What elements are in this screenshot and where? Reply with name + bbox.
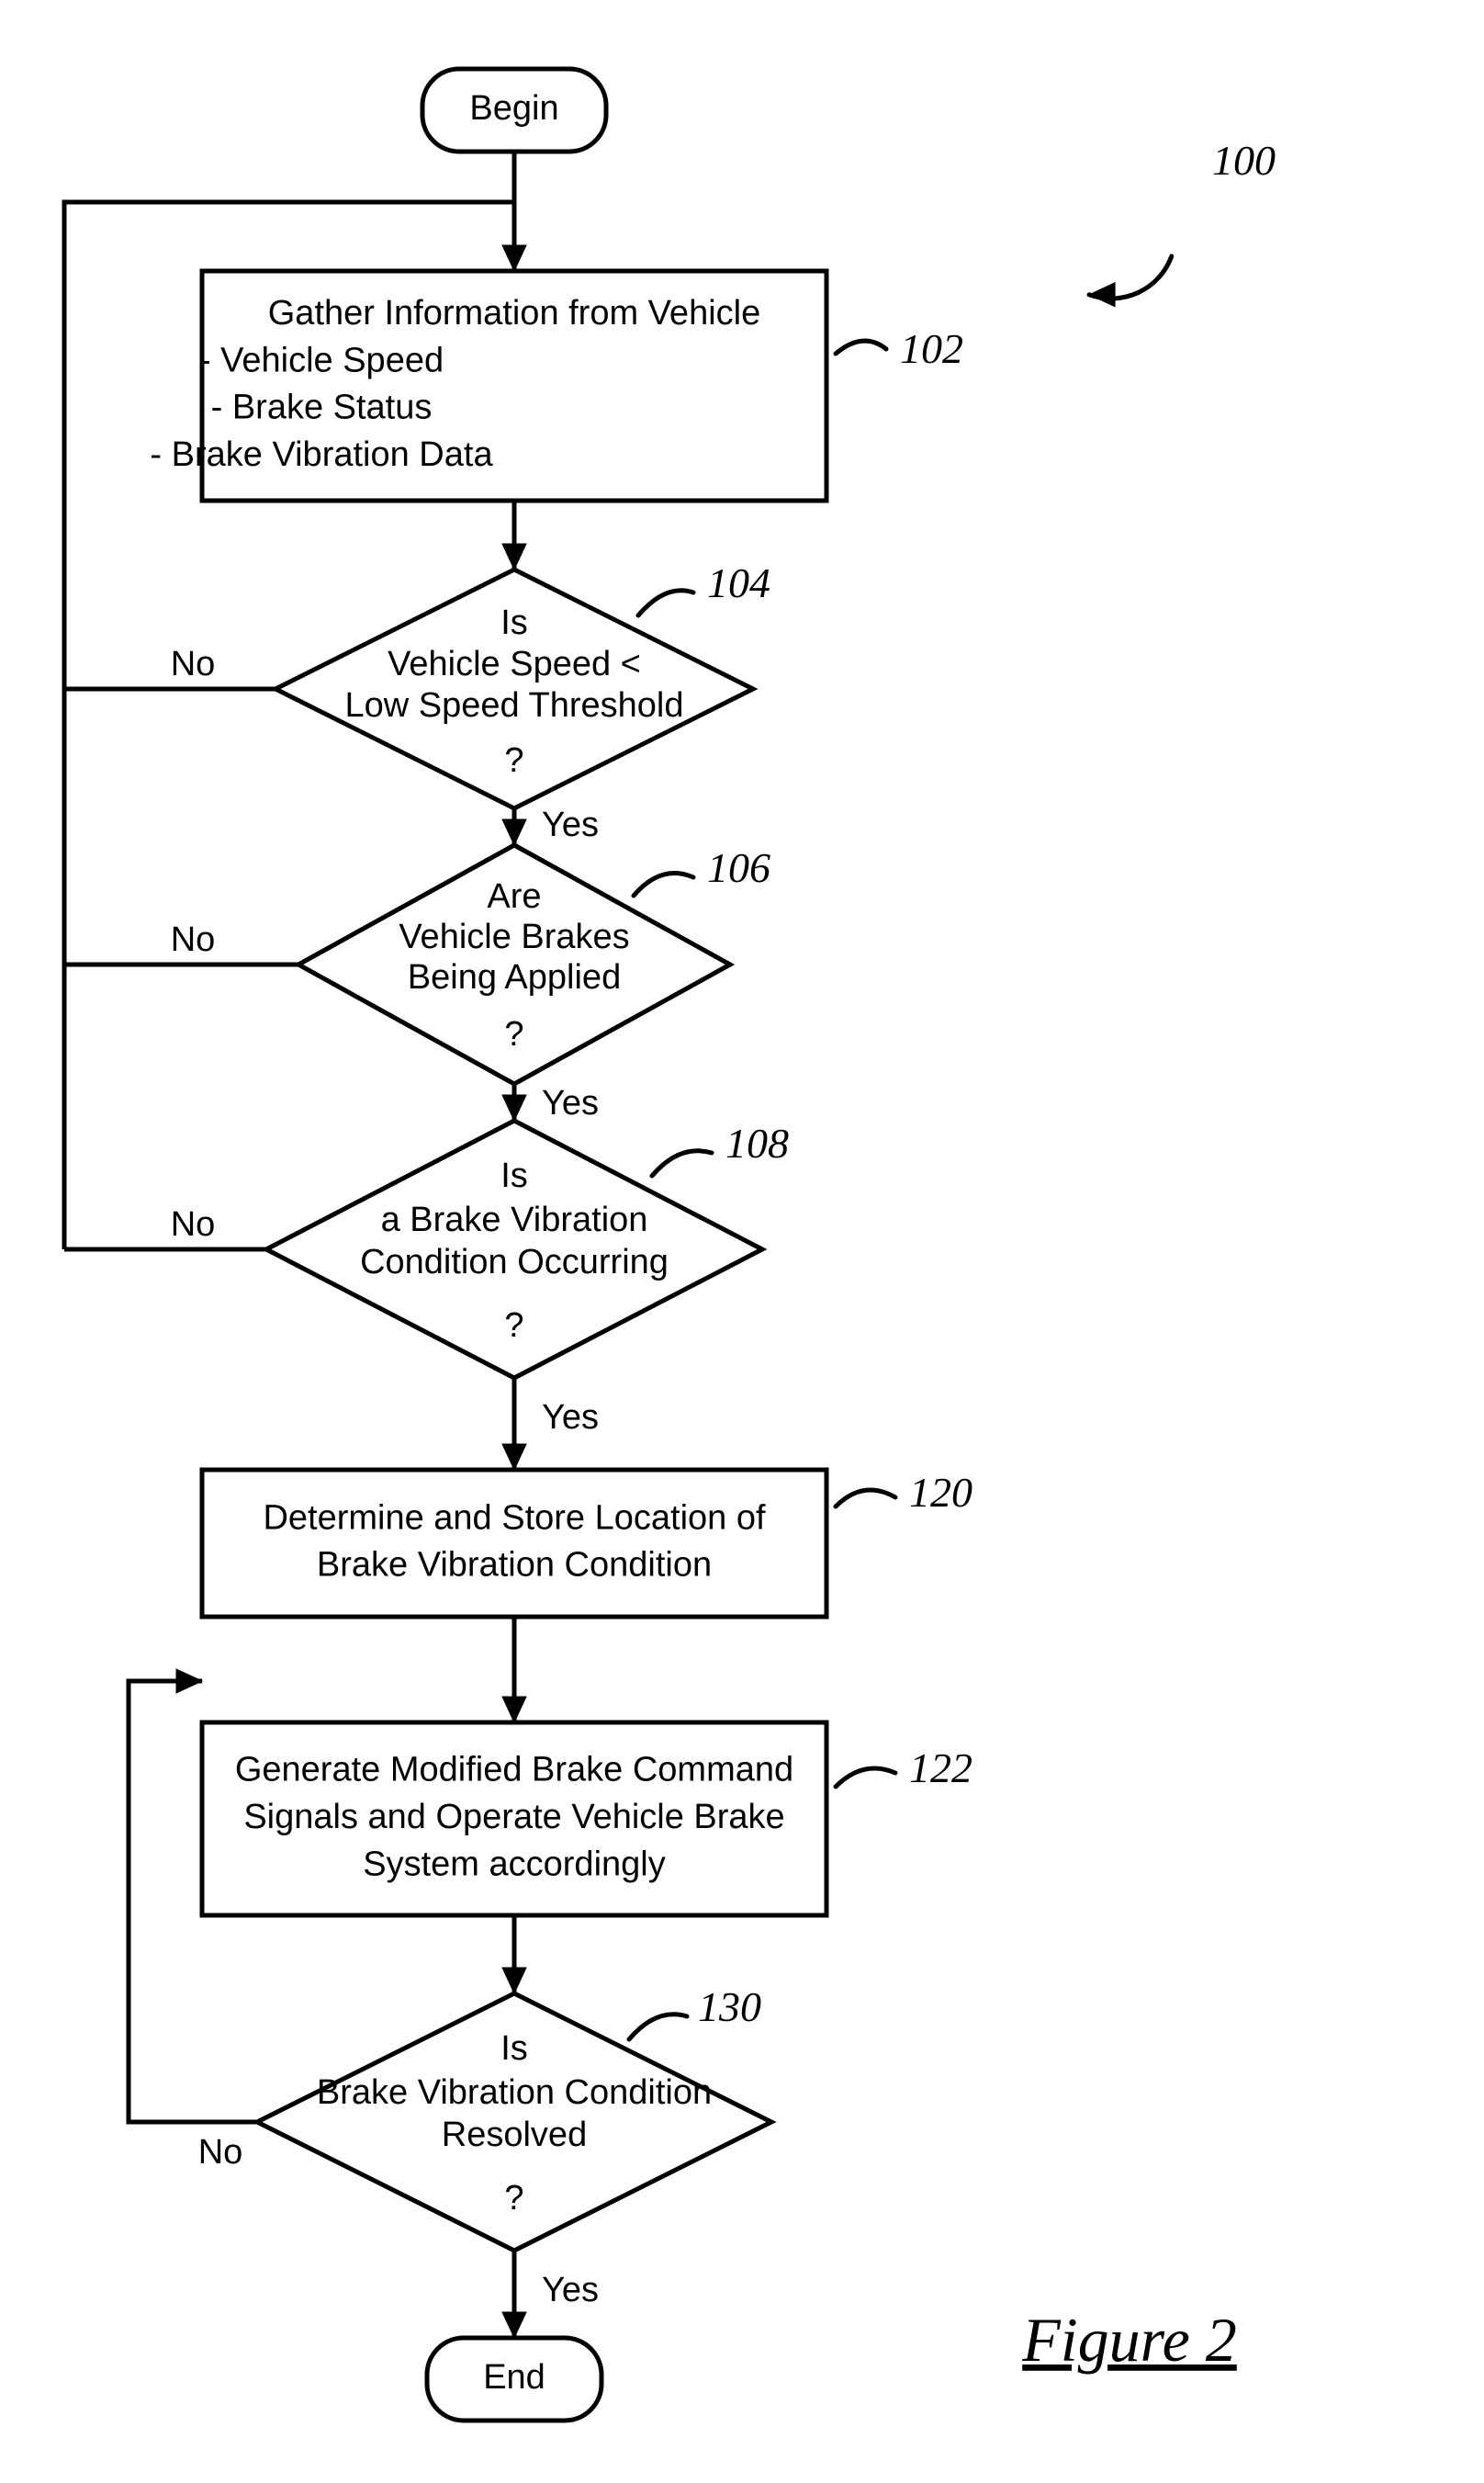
edge-label: No (171, 1205, 216, 1244)
node-text: Is (500, 1157, 528, 1195)
flowchart-svg: Yes Yes Yes Yes No No No No Begin Gather Informat… (0, 0, 1484, 2483)
node-text: a Brake Vibration (381, 1201, 648, 1239)
reference-numeral: 130 (698, 1983, 761, 2030)
node-text: ? (504, 1306, 523, 1345)
reference-numeral: 104 (707, 559, 770, 606)
node-text: Generate Modified Brake Command (235, 1751, 793, 1789)
node-text: Brake Vibration Condition (317, 1546, 712, 1585)
node-text: Determine and Store Location of (263, 1498, 766, 1537)
edge-label: No (171, 645, 216, 683)
reference-numeral: 108 (725, 1120, 789, 1167)
node-text: Is (500, 604, 528, 642)
edge-label: Yes (542, 806, 599, 844)
figure-label: Figure 2 (1021, 2305, 1237, 2375)
edge-label: No (198, 2133, 243, 2172)
reference-numeral: 120 (909, 1469, 972, 1516)
flowchart-container: Yes Yes Yes Yes No No No No Begin Gather Informat… (0, 0, 1484, 2483)
edge-label: Yes (542, 2271, 599, 2309)
node-text: - Brake Status (211, 389, 433, 427)
node-text: Being Applied (408, 958, 621, 997)
node-text: Resolved (442, 2116, 587, 2154)
reference-numeral: 100 (1212, 137, 1276, 184)
node-end: End (427, 2338, 601, 2421)
node-text: ? (504, 2179, 523, 2218)
node-text: Low Speed Threshold (345, 686, 684, 725)
edge-label: Yes (542, 1398, 599, 1437)
node-text: Vehicle Brakes (399, 918, 629, 956)
reference-numeral: 122 (909, 1744, 972, 1791)
node-text: System accordingly (363, 1845, 665, 1883)
node-text: - Brake Vibration Data (150, 435, 493, 474)
edge-label: No (171, 920, 216, 959)
node-text: Condition Occurring (360, 1243, 669, 1281)
node-text: ? (504, 1015, 523, 1054)
node-text: Gather Information from Vehicle (268, 294, 760, 333)
node-text: Vehicle Speed < (388, 645, 641, 683)
node-text: ? (504, 741, 523, 780)
node-text: - Vehicle Speed (199, 341, 444, 379)
edge-label: Yes (542, 1084, 599, 1123)
node-text: Is (500, 2029, 528, 2068)
node-text: End (483, 2358, 545, 2397)
reference-numeral: 102 (900, 325, 963, 372)
node-text: Brake Vibration Condition (317, 2073, 712, 2112)
node-text: Signals and Operate Vehicle Brake (243, 1798, 784, 1836)
node-text: Begin (469, 89, 558, 128)
node-text: Are (487, 877, 541, 916)
node-begin: Begin (422, 69, 606, 152)
reference-numeral: 106 (707, 844, 770, 891)
